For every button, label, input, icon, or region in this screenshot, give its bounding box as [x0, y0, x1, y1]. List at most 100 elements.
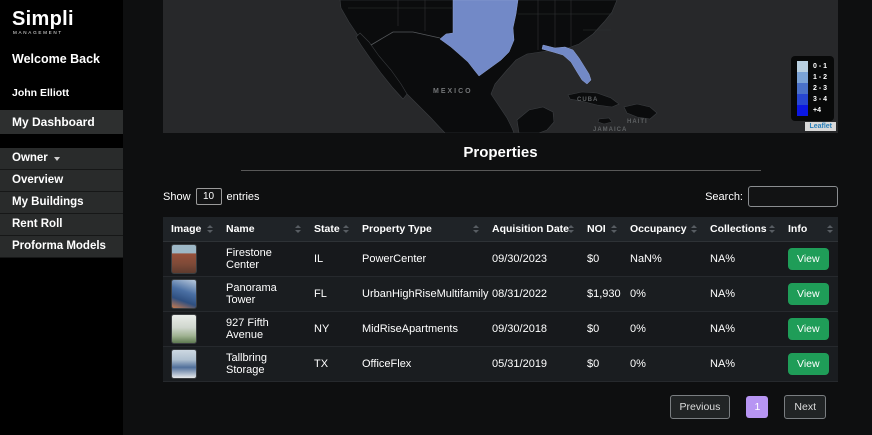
- table-controls: Show entries Search:: [163, 186, 838, 207]
- legend-swatch: [796, 83, 808, 94]
- properties-map[interactable]: MEXICO CUBA HAITI JAMAICA 0 - 1 1 - 2 2 …: [163, 0, 838, 133]
- column-header-aquisition-date[interactable]: Aquisition Date: [484, 217, 579, 242]
- column-header-info[interactable]: Info: [780, 217, 838, 242]
- sidebar-item-my-dashboard[interactable]: My Dashboard: [0, 110, 123, 134]
- table-row: Panorama Tower FL UrbanHighRiseMultifami…: [163, 276, 838, 312]
- cell-name: 927 Fifth Avenue: [218, 311, 306, 347]
- previous-page-button[interactable]: Previous: [669, 394, 731, 419]
- cell-state: IL: [306, 241, 354, 277]
- legend-label: 0 - 1: [812, 63, 827, 70]
- cell-property-type: UrbanHighRiseMultifamily: [354, 276, 489, 312]
- search-label: Search:: [705, 190, 743, 203]
- column-header-name[interactable]: Name: [218, 217, 306, 242]
- sidebar-item-overview[interactable]: Overview: [0, 170, 123, 192]
- column-header-occupancy[interactable]: Occupancy: [622, 217, 702, 242]
- map-hispaniola-island: [623, 103, 658, 120]
- cell-state: FL: [306, 276, 354, 312]
- sidebar-item-label: Owner: [12, 152, 48, 164]
- cell-noi: $0: [579, 346, 622, 382]
- entries-label: entries: [226, 190, 260, 203]
- column-label: Info: [788, 222, 808, 235]
- column-header-collections[interactable]: Collections: [702, 217, 780, 242]
- legend-row: 0 - 1: [796, 61, 827, 72]
- title-divider: [240, 170, 761, 171]
- next-page-button[interactable]: Next: [784, 394, 826, 419]
- sidebar-menu: Owner Overview My Buildings Rent Roll Pr…: [0, 148, 123, 258]
- legend-swatch: [796, 72, 808, 83]
- cell-occupancy: 0%: [622, 276, 702, 312]
- sidebar-item-label: My Buildings: [12, 196, 84, 208]
- legend-label: 2 - 3: [812, 85, 827, 92]
- legend-label: +4: [812, 107, 821, 114]
- column-header-property-type[interactable]: Property Type: [354, 217, 484, 242]
- column-label: Image: [171, 222, 202, 235]
- map-label-jamaica: JAMAICA: [593, 127, 627, 133]
- entries-count-input[interactable]: [195, 188, 222, 205]
- map-state-borders: [348, 0, 613, 50]
- search-input[interactable]: [748, 186, 838, 207]
- cell-noi: $0: [579, 311, 622, 347]
- cell-aquisition-date: 09/30/2018: [484, 311, 579, 347]
- table-header-row: Image Name State Property Type Aquisitio…: [163, 217, 838, 242]
- page-number-button[interactable]: 1: [746, 395, 769, 418]
- map-label-mexico: MEXICO: [433, 88, 473, 95]
- map-state-florida[interactable]: [541, 44, 592, 85]
- cell-aquisition-date: 05/31/2019: [484, 346, 579, 382]
- cell-property-type: MidRiseApartments: [354, 311, 484, 347]
- cell-aquisition-date: 08/31/2022: [484, 276, 579, 312]
- cell-collections: NA%: [702, 241, 780, 277]
- table-row: 927 Fifth Avenue NY MidRiseApartments 09…: [163, 311, 838, 347]
- map-label-cuba: CUBA: [577, 97, 598, 103]
- map-us-mexico-border: [370, 31, 441, 46]
- legend-swatch: [796, 105, 808, 116]
- property-image: [171, 313, 197, 344]
- cell-collections: NA%: [702, 311, 780, 347]
- sort-icon: [207, 225, 213, 233]
- column-header-image[interactable]: Image: [163, 217, 218, 242]
- sidebar-item-label: Rent Roll: [12, 218, 63, 230]
- app-logo[interactable]: Simpli: [12, 8, 74, 30]
- cell-state: TX: [306, 346, 354, 382]
- sort-icon: [691, 225, 697, 233]
- column-header-noi[interactable]: NOI: [579, 217, 622, 242]
- cell-collections: NA%: [702, 276, 780, 312]
- map-state-texas[interactable]: [439, 0, 519, 77]
- cell-collections: NA%: [702, 346, 780, 382]
- show-entries-control: Show entries: [163, 188, 260, 205]
- view-button[interactable]: View: [788, 282, 829, 305]
- map-label-haiti: HAITI: [627, 119, 648, 125]
- column-label: Aquisition Date: [492, 222, 570, 235]
- cell-name: Tallbring Storage: [218, 346, 306, 382]
- cell-occupancy: 0%: [622, 311, 702, 347]
- leaflet-attribution-link[interactable]: Leaflet: [805, 122, 836, 131]
- user-name: John Elliott: [12, 87, 70, 99]
- view-button[interactable]: View: [788, 317, 829, 340]
- column-label: Collections: [710, 222, 767, 235]
- pagination: Previous 1 Next: [163, 394, 838, 419]
- page-title: Properties: [463, 144, 538, 161]
- sort-icon: [769, 225, 775, 233]
- column-label: Name: [226, 222, 255, 235]
- map-jamaica-island: [597, 117, 613, 125]
- view-button[interactable]: View: [788, 247, 829, 270]
- map-legend: 0 - 1 1 - 2 2 - 3 3 - 4 +4: [790, 56, 834, 121]
- table-row: Tallbring Storage TX OfficeFlex 05/31/20…: [163, 346, 838, 382]
- cell-name: Firestone Center: [218, 241, 306, 277]
- app-logo-subtitle: MANAGEMENT: [13, 30, 63, 35]
- sort-icon: [827, 225, 833, 233]
- sidebar-item-proforma-models[interactable]: Proforma Models: [0, 236, 123, 258]
- column-label: Property Type: [362, 222, 432, 235]
- map-cuba-island: [567, 91, 620, 108]
- column-header-state[interactable]: State: [306, 217, 354, 242]
- cell-property-type: PowerCenter: [354, 241, 484, 277]
- sort-icon: [295, 225, 301, 233]
- sidebar-item-my-buildings[interactable]: My Buildings: [0, 192, 123, 214]
- sidebar-item-owner[interactable]: Owner: [0, 148, 123, 170]
- cell-state: NY: [306, 311, 354, 347]
- show-label: Show: [163, 190, 191, 203]
- legend-swatch: [796, 94, 808, 105]
- cell-name: Panorama Tower: [218, 276, 306, 312]
- view-button[interactable]: View: [788, 352, 829, 375]
- sidebar-item-rent-roll[interactable]: Rent Roll: [0, 214, 123, 236]
- legend-swatch: [796, 61, 808, 72]
